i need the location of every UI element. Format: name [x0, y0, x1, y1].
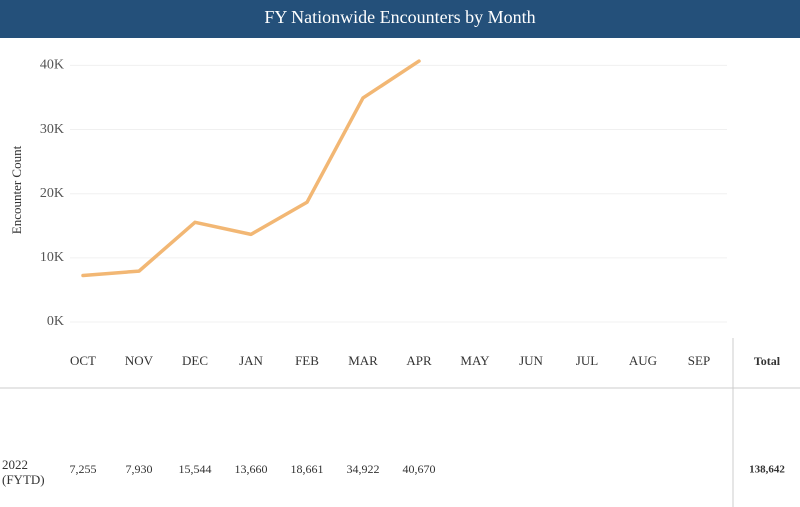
table-value: 13,660 [235, 462, 268, 476]
x-tick-label: DEC [182, 353, 208, 368]
y-tick-label: 30K [40, 122, 64, 137]
x-tick-label: FEB [295, 353, 319, 368]
table-value: 18,661 [291, 462, 324, 476]
y-tick-label: 40K [40, 58, 64, 73]
y-tick-label: 0K [47, 314, 64, 329]
y-axis-label: Encounter Count [9, 145, 24, 234]
x-tick-label: MAY [460, 353, 490, 368]
x-tick-label: JAN [239, 353, 263, 368]
table-value: 7,930 [126, 462, 153, 476]
y-tick-label: 10K [40, 250, 64, 265]
total-header: Total [754, 354, 781, 368]
y-tick-label: 20K [40, 186, 64, 201]
x-tick-label: AUG [629, 353, 657, 368]
row-label: 2022 (FYTD) [2, 457, 45, 487]
table-value: 15,544 [179, 462, 212, 476]
table-value: 34,922 [347, 462, 380, 476]
title-bar [0, 0, 800, 38]
x-tick-label: APR [406, 353, 432, 368]
table-value: 40,670 [403, 462, 436, 476]
x-tick-label: JUN [519, 353, 543, 368]
x-tick-label: JUL [576, 353, 598, 368]
table-value: 7,255 [70, 462, 97, 476]
x-tick-label: OCT [70, 353, 96, 368]
x-tick-label: MAR [348, 353, 378, 368]
total-value: 138,642 [749, 464, 785, 476]
chart-title: FY Nationwide Encounters by Month [264, 7, 535, 27]
line-series [81, 59, 421, 278]
x-tick-label: NOV [125, 353, 154, 368]
x-tick-label: SEP [688, 353, 710, 368]
